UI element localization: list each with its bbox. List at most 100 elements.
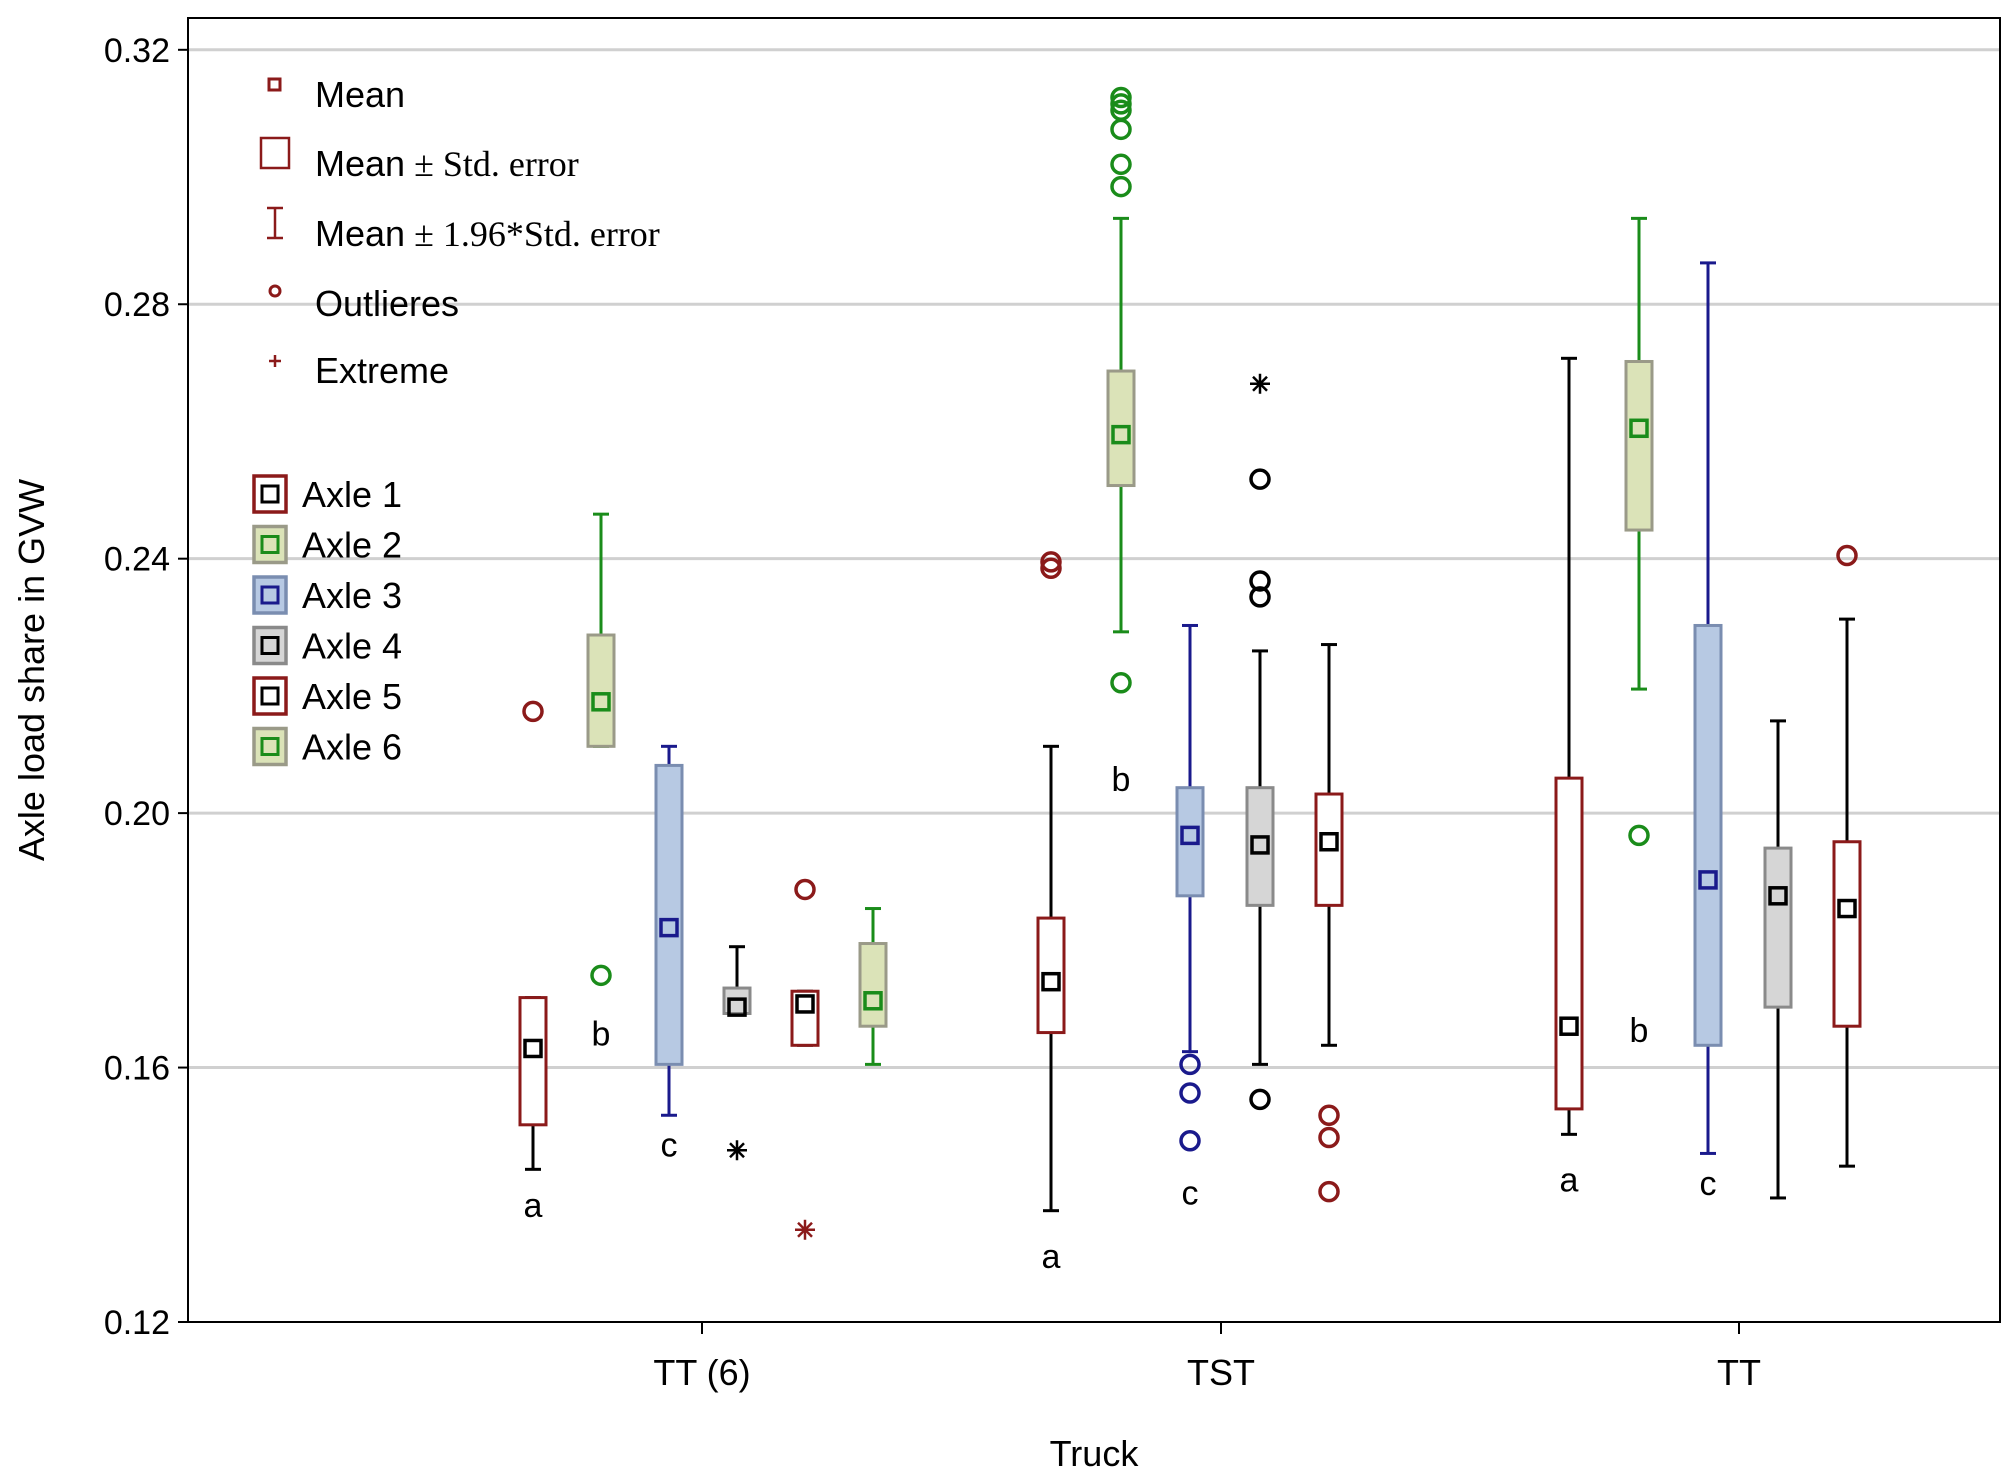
mean-marker: [1180, 825, 1200, 846]
mean-marker: [1111, 424, 1131, 445]
series-legend-item: Axle 2: [252, 525, 402, 566]
series-legend-mean: [260, 686, 280, 706]
box-rect: [1693, 623, 1723, 1047]
outlier-point: [1318, 1104, 1340, 1127]
series-legend-label: Axle 5: [302, 676, 402, 717]
y-tick-label: 0.12: [104, 1304, 170, 1342]
x-axis-ticks: TT (6) TST TT: [653, 1322, 1761, 1393]
x-tick-label: TST: [1187, 1352, 1255, 1393]
stat-legend-label: Extreme: [315, 350, 449, 391]
group-letter: c: [661, 1127, 678, 1165]
series-legend-item: Axle 4: [252, 625, 402, 667]
mean-marker: [1698, 870, 1718, 890]
mean-marker: [591, 692, 611, 712]
mean-marker: [795, 994, 815, 1014]
mean-marker: [1319, 831, 1339, 852]
stat-legend-label-suffix: ± 1.96*Std. error: [405, 214, 660, 254]
series-legend-swatch: [252, 474, 288, 514]
outlier-point: [1110, 93, 1132, 115]
box-tt6-axle-5: [790, 878, 820, 1240]
outlier-point: [1249, 570, 1271, 592]
stat-legend-label-main: Mean: [315, 74, 405, 115]
extreme-stroke: [1252, 375, 1268, 392]
stat-legend-item: Outlieres: [268, 283, 459, 324]
series-legend-label: Axle 6: [302, 727, 402, 768]
outlier-point: [1040, 551, 1062, 573]
group-letter: b: [1630, 1012, 1649, 1050]
box-rect: [518, 996, 548, 1127]
outlier-point: [1249, 586, 1271, 608]
x-tick-label: TT (6): [653, 1352, 750, 1393]
y-tick-label: 0.16: [104, 1050, 170, 1088]
series-legend-mean: [260, 484, 280, 504]
mean-legend-icon: [267, 77, 282, 92]
series-legend: Axle 1 Axle 2 Axle 3 Axle 4 Axle 5 Axle 6: [252, 474, 402, 768]
group-letter: a: [1560, 1162, 1579, 1200]
gridlines: [188, 48, 2000, 1070]
outlier-point: [1040, 557, 1062, 579]
series-legend-mean: [260, 636, 280, 655]
extreme-stroke: [797, 1221, 813, 1238]
y-axis-ticks: 0.12 0.16 0.20 0.24 0.28 0.32: [104, 32, 188, 1342]
outlier-point: [1179, 1082, 1201, 1104]
stat-legend-item: Extreme: [269, 350, 449, 391]
series-legend-mean: [260, 585, 280, 605]
box-tst-axle-4: [1245, 373, 1275, 1111]
stat-legend-item: Mean: [267, 74, 405, 115]
series-legend-swatch: [252, 625, 288, 666]
stat-legend-label-suffix: ± Std. error: [405, 144, 579, 184]
mean-marker: [727, 997, 747, 1017]
box-tst-axle-2: b: [1106, 86, 1136, 799]
outlier-point: [1110, 118, 1132, 141]
mean-marker: [1559, 1016, 1579, 1036]
group-letter: a: [524, 1187, 543, 1225]
mean-marker: [1837, 898, 1857, 919]
outlier-point: [1110, 671, 1132, 694]
outlier-point: [794, 878, 816, 901]
stat-legend-label-main: Mean: [315, 143, 405, 184]
series-legend-label: Axle 1: [302, 474, 402, 515]
box-rect: [654, 763, 684, 1066]
box-legend-icon: [259, 136, 291, 170]
series-legend-item: Axle 5: [252, 676, 402, 717]
x-axis-label: Truck: [1050, 1433, 1140, 1474]
series-legend-mean: [260, 535, 280, 554]
series-legend-item: Axle 1: [252, 474, 402, 515]
mean-marker: [863, 991, 883, 1011]
outlier-point: [1179, 1053, 1201, 1076]
series-legend-mean: [260, 737, 280, 756]
outlier-point: [1110, 86, 1132, 109]
outlier-point: [1179, 1129, 1201, 1152]
y-tick-label: 0.20: [104, 795, 170, 833]
series-legend-label: Axle 2: [302, 525, 402, 566]
outlier-point: [1318, 1126, 1340, 1149]
series-legend-label: Axle 3: [302, 575, 402, 616]
mean-marker: [659, 917, 679, 938]
box-tt6-axle-6: [858, 907, 888, 1066]
group-letter: c: [1182, 1174, 1199, 1212]
group-letter: a: [1042, 1238, 1061, 1276]
outlier-point: [1318, 1180, 1340, 1203]
outlier-point: [1628, 824, 1650, 847]
stat-legend-item: Mean ± 1.96*Std. error: [267, 206, 660, 254]
outlier-point: [1110, 175, 1132, 198]
outlier-point: [1249, 1088, 1271, 1111]
box-rect: [586, 633, 616, 748]
group-letter: c: [1700, 1165, 1717, 1203]
x-tick-label: TT: [1717, 1352, 1761, 1393]
stat-legend-label-main: Outlieres: [315, 283, 459, 324]
outlier-point: [1110, 153, 1132, 176]
box-rect: [858, 942, 888, 1028]
outlier-point: [590, 964, 612, 987]
outlier-legend-icon: [268, 284, 282, 298]
series-legend-swatch: [252, 676, 288, 716]
box-rect: [1832, 840, 1862, 1028]
box-tt6-axle-1: a: [518, 700, 548, 1225]
stat-legend-label-main: Mean: [315, 213, 405, 254]
box-tst-axle-1: a: [1036, 551, 1066, 1276]
mean-marker: [1041, 971, 1061, 992]
y-tick-label: 0.28: [104, 286, 170, 324]
box-tt6-axle-4: [722, 945, 752, 1161]
mean-marker: [1768, 886, 1788, 906]
